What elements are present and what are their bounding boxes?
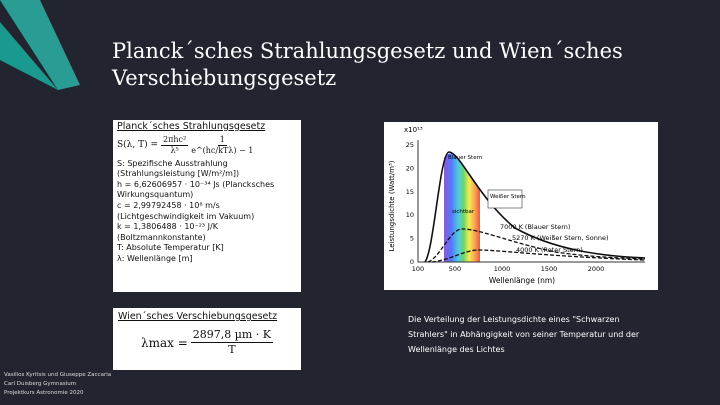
y-tick-label: 15 <box>406 188 414 196</box>
annotation: Weißer Stern <box>490 194 526 200</box>
annotation-box <box>487 189 523 209</box>
formula: S(λ, T) = 2πhc² λ⁵ 1 e^(hc/kTλ) − 1 <box>117 135 297 156</box>
definition-line: T: Absolute Temperatur [K] <box>117 243 224 253</box>
heading: Planck´sches Strahlungsgesetz <box>117 121 266 132</box>
curve-5270k <box>427 228 646 263</box>
caption: Die Verteilung der Leistungsdichte eines… <box>408 315 640 354</box>
fraction: 1 e^(hc/kTλ) − 1 <box>191 135 253 156</box>
definitions: S: Spezifische Ausstrahlung (Strahlungsl… <box>117 159 297 265</box>
curve-7000k <box>424 151 646 263</box>
y-label: Leistungsdichte (Watt/m³) <box>388 160 396 251</box>
definition-line: k = 1,3806488 · 10⁻²³ J/K (Boltzmannkons… <box>117 222 218 242</box>
numerator: 2πhc² <box>161 134 189 146</box>
y-tick-label: 5 <box>410 235 414 243</box>
x-tick-label: 1000 <box>494 265 511 273</box>
annotation: Blauer Stern <box>448 155 483 161</box>
denominator: T <box>228 343 236 356</box>
definition-line: S: Spezifische Ausstrahlung (Strahlungsl… <box>117 158 240 179</box>
formula-lhs: λmax = <box>140 335 188 350</box>
x-tick-label: 2000 <box>588 265 605 273</box>
planck-box: Planck´sches Strahlungsgesetz S(λ, T) = … <box>113 120 301 292</box>
footer-line: Projektkurs Astronomie 2020 <box>4 390 84 396</box>
definition-line: c = 2,99792458 · 10⁸ m/s (Lichtgeschwind… <box>117 200 255 221</box>
numerator: 2897,8 µm · K <box>190 328 274 343</box>
slide-title: Planck´sches Strahlungsgesetz und Wien´s… <box>112 39 623 90</box>
footer: Vasilios Kyritsis und Giuseppe Zaccaria C… <box>4 371 111 398</box>
multiplier: x10¹³ <box>404 126 423 134</box>
curve-label: 5270 K (Weißer Stern, Sonne) <box>512 234 609 242</box>
curve-label: 7000 K (Blauer Stern) <box>500 223 570 231</box>
fraction: 2πhc² λ⁵ <box>161 134 189 156</box>
annotation: sichtbar <box>452 209 475 215</box>
numerator: 1 <box>217 134 227 146</box>
y-tick-label: 0 <box>410 258 414 266</box>
footer-line: Carl Duisberg Gymnasium <box>4 381 77 387</box>
y-tick-label: 10 <box>406 211 414 219</box>
curve-label: 4000 K (Roter Stern) <box>516 246 583 254</box>
x-tick-label: 1500 <box>541 265 558 273</box>
accent-shape <box>0 0 80 90</box>
heading: Wien´sches Verschiebungsgesetz <box>118 311 278 322</box>
x-tick-label: 100 <box>412 265 424 273</box>
x-tick-label: 500 <box>449 265 461 273</box>
x-label: Wellenlänge (nm) <box>489 276 555 285</box>
denominator: e^(hc/kTλ) − 1 <box>191 145 254 155</box>
formula-lhs: S(λ, T) = <box>117 139 159 150</box>
definition-line: λ: Wellenlänge [m] <box>117 253 193 263</box>
curve-4000k <box>431 249 646 263</box>
y-tick-label: 25 <box>406 141 414 149</box>
wien-box: Wien´sches Verschiebungsgesetz λmax = 28… <box>113 308 301 370</box>
y-tick-label: 20 <box>406 164 414 172</box>
footer-line: Vasilios Kyritsis und Giuseppe Zaccaria <box>4 372 112 378</box>
denominator: λ⁵ <box>170 145 179 155</box>
accent-shape <box>0 22 58 90</box>
definition-line: h = 6,62606957 · 10⁻³⁴ Js (Plancksches W… <box>117 179 275 200</box>
